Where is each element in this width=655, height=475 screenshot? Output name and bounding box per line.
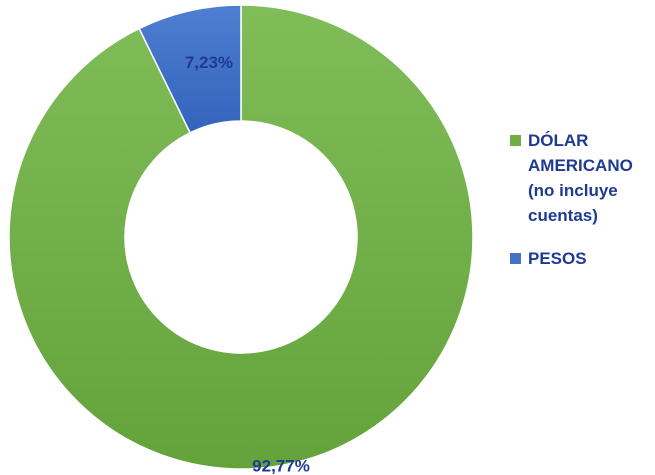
- legend-label-dolar-line-3: (no incluye: [528, 181, 618, 200]
- legend-item-dolar: DÓLAR AMERICANO (no incluye cuentas): [510, 128, 650, 228]
- legend-item-pesos: PESOS: [510, 246, 650, 271]
- legend-label-dolar-line-2: AMERICANO: [528, 156, 633, 175]
- legend-label-dolar-line-4: cuentas): [528, 206, 598, 225]
- donut-slices: [8, 4, 474, 470]
- legend-swatch-pesos: [510, 253, 521, 264]
- legend-label-pesos: PESOS: [528, 249, 587, 268]
- data-label-pesos: 7,23%: [185, 53, 233, 72]
- donut-slice-labels: 92,77% 7,23%: [185, 53, 310, 475]
- legend-label-dolar-line-1: DÓLAR: [528, 131, 589, 150]
- donut-slice-pesos: [138, 4, 242, 134]
- chart-legend: DÓLAR AMERICANO (no incluye cuentas) PES…: [510, 128, 650, 289]
- data-label-dolar: 92,77%: [252, 456, 310, 475]
- donut-slice-dolar: [8, 4, 474, 470]
- legend-swatch-dolar: [510, 135, 521, 146]
